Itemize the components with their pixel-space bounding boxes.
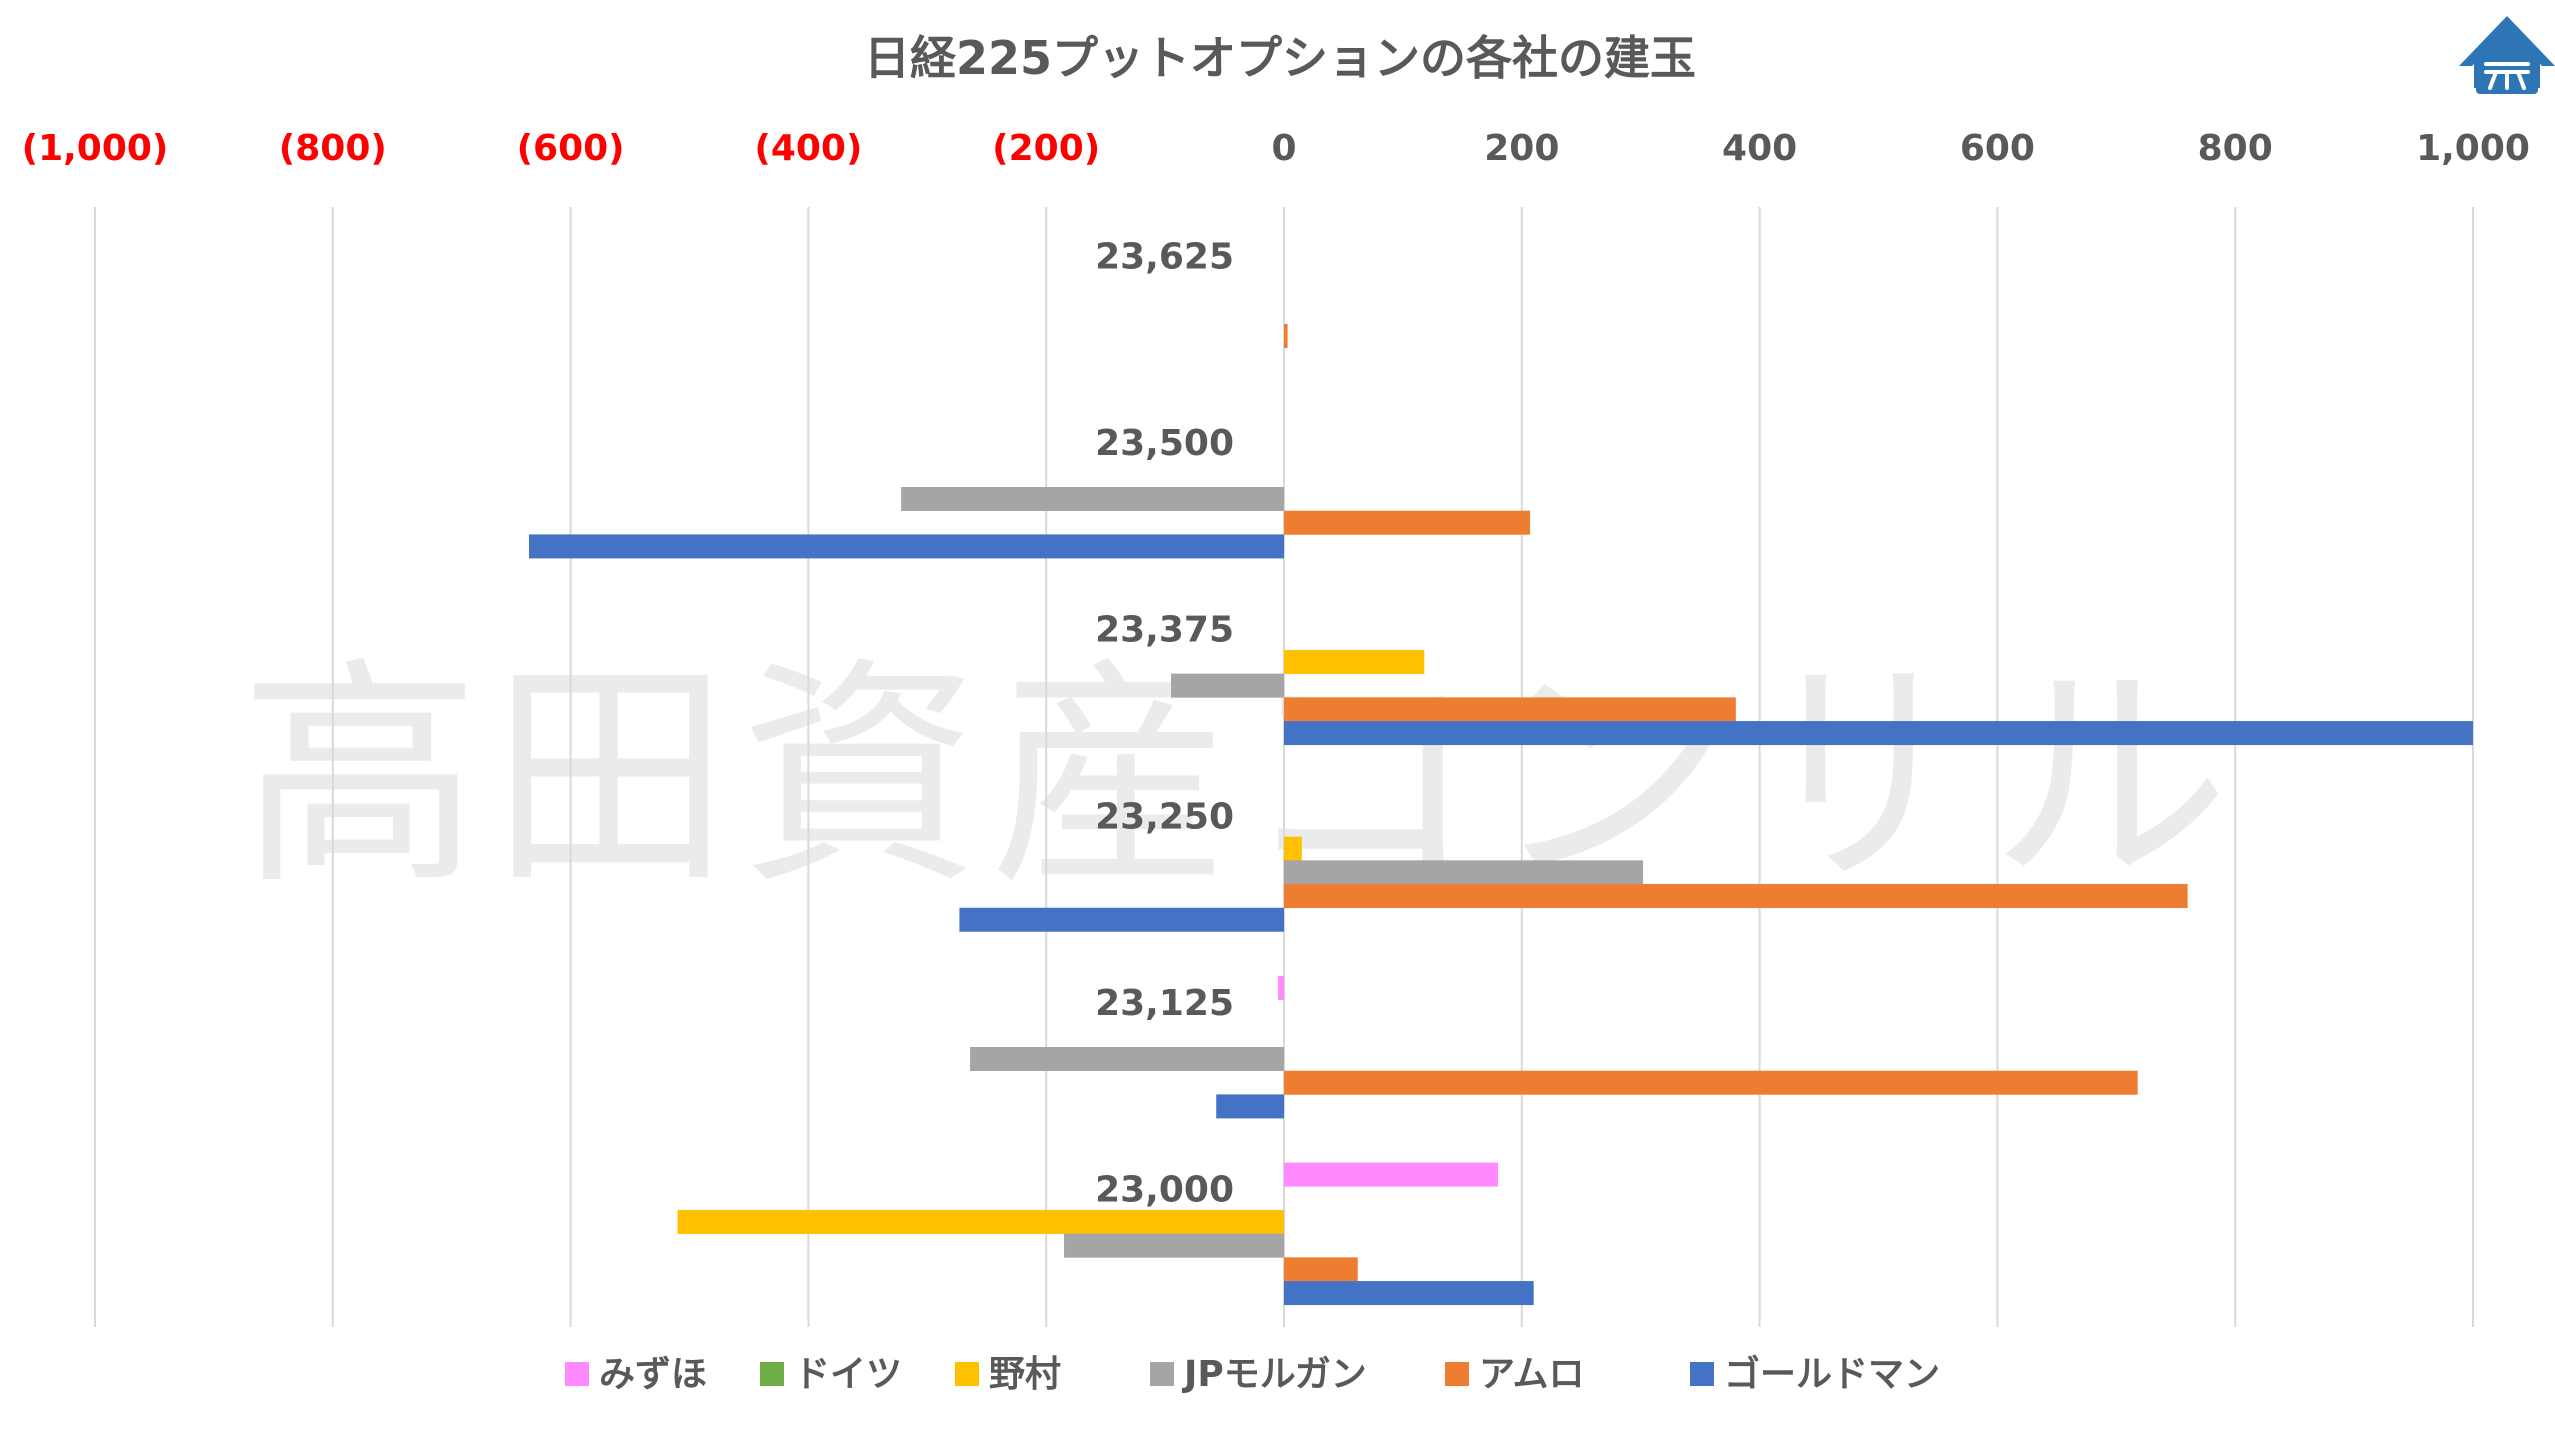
bar <box>1284 697 1736 722</box>
x-tick-label: 0 <box>1271 128 1296 169</box>
legend-item: JPモルガン <box>1150 1354 1367 1395</box>
x-tick-label: 600 <box>1960 128 2035 169</box>
legend-item: 野村 <box>955 1354 1061 1395</box>
bar <box>1284 1257 1358 1282</box>
bar <box>1284 1281 1534 1306</box>
bar <box>901 487 1284 511</box>
bar <box>1284 836 1302 861</box>
legend-label: アムロ <box>1479 1354 1584 1395</box>
legend-swatch <box>955 1362 979 1386</box>
axis-ticks: (1,000) (800) (600) (400) (200) 0 200 400 600 800… <box>22 128 2530 169</box>
legend-swatch <box>565 1362 589 1386</box>
logo-icon <box>2459 16 2555 94</box>
legend-item: みずほ <box>565 1354 707 1395</box>
bar <box>1284 860 1644 885</box>
legend-item: ゴールドマン <box>1690 1353 1940 1395</box>
bar <box>1284 721 2473 746</box>
x-tick-label: (400) <box>754 128 862 169</box>
legend-label: JPモルガン <box>1181 1354 1367 1395</box>
bar <box>970 1047 1284 1071</box>
legend-label: ゴールドマン <box>1724 1353 1940 1395</box>
x-tick-label: 200 <box>1484 128 1559 169</box>
x-tick-label: (200) <box>992 128 1100 169</box>
bar <box>1284 324 1288 349</box>
legend-label: 野村 <box>989 1354 1061 1395</box>
bar <box>1284 1162 1499 1187</box>
legend-label: ドイツ <box>794 1354 902 1395</box>
bar <box>1284 510 1531 535</box>
legend: みずほ ドイツ 野村 JPモルガン アムロ ゴールドマン <box>565 1353 1940 1395</box>
bar <box>1284 1070 2138 1095</box>
grid <box>94 207 2474 1327</box>
category-label: 23,000 <box>1095 1170 1234 1211</box>
x-tick-label: (600) <box>517 128 625 169</box>
legend-swatch <box>1445 1362 1469 1386</box>
category-labels: 23,625 23,500 23,375 23,250 23,125 23,000 <box>1095 236 1234 1210</box>
category-label: 23,500 <box>1095 423 1234 464</box>
legend-swatch <box>1690 1362 1714 1386</box>
x-tick-label: 1,000 <box>2416 128 2530 169</box>
bar <box>1284 649 1425 674</box>
bar <box>1216 1094 1284 1119</box>
bar <box>1284 884 2188 909</box>
legend-label: みずほ <box>599 1354 707 1395</box>
bar <box>528 534 1284 559</box>
legend-swatch <box>1150 1362 1174 1386</box>
category-label: 23,375 <box>1095 610 1234 651</box>
bar <box>959 907 1284 932</box>
legend-item: ドイツ <box>760 1354 902 1395</box>
x-tick-label: (1,000) <box>22 128 169 169</box>
chart-title: 日経225プットオプションの各社の建玉 <box>864 31 1696 85</box>
category-label: 23,625 <box>1095 236 1234 277</box>
x-tick-label: (800) <box>279 128 387 169</box>
legend-item: アムロ <box>1445 1354 1584 1395</box>
legend-swatch <box>760 1362 784 1386</box>
bar <box>1278 975 1284 1000</box>
x-tick-label: 400 <box>1722 128 1797 169</box>
category-label: 23,125 <box>1095 983 1234 1024</box>
bar <box>1171 673 1284 698</box>
bar <box>1064 1233 1284 1258</box>
bar <box>677 1209 1284 1234</box>
bars <box>528 324 2473 1306</box>
category-label: 23,250 <box>1095 796 1234 837</box>
x-tick-label: 800 <box>2198 128 2273 169</box>
